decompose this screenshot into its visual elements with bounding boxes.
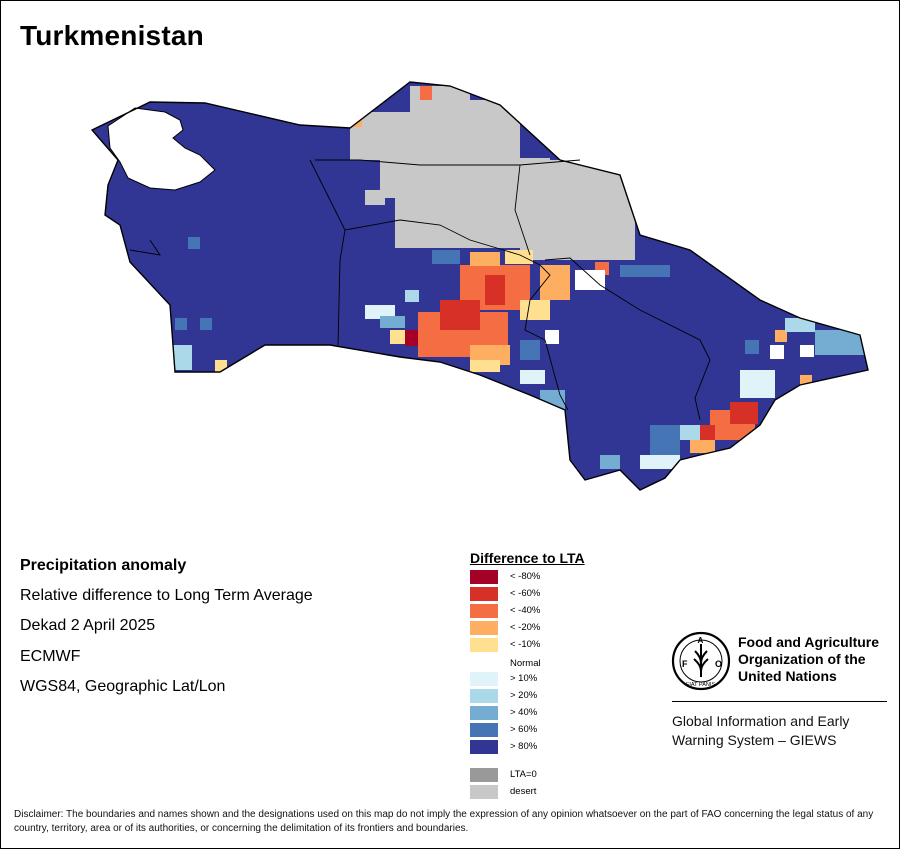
legend-label: > 10% [510,673,538,684]
legend-item: > 80% [470,740,610,754]
legend-label: < -40% [510,605,541,616]
legend-swatch [470,706,498,720]
legend-label: < -10% [510,639,541,650]
legend-swatch [470,570,498,584]
legend-swatch [470,723,498,737]
disclaimer: Disclaimer: The boundaries and names sho… [14,809,874,834]
legend-swatch [470,768,498,782]
legend-item: > 40% [470,706,610,720]
fao-name: Food and Agriculture Organization of the… [738,634,879,685]
fao-name-line-1: Food and Agriculture [738,634,880,650]
legend-item: desert [470,785,610,799]
legend-item: < -80% [470,570,610,584]
fao-name-line-2: Organization of the [738,651,866,667]
legend-swatch [470,604,498,618]
giews-name: Global Information and Early Warning Sys… [672,712,849,750]
dry-anomaly-cells [215,86,812,453]
boundaries [90,81,869,491]
legend-label: > 20% [510,690,538,701]
legend-item: > 20% [470,689,610,703]
legend-normal-label: Normal [510,658,541,669]
logo-motto: FIAT PANIS [686,682,715,688]
legend-label: > 80% [510,741,538,752]
giews-line-1: Global Information and Early [672,713,850,729]
info-line-3: ECMWF [20,648,81,665]
logo-letter-f: F [682,659,688,669]
fao-name-line-3: United Nations [738,668,837,684]
info-line-4: WGS84, Geographic Lat/Lon [20,678,226,695]
fao-divider [672,701,887,702]
legend-swatch [470,587,498,601]
legend-item: > 10% [470,672,610,686]
legend-item: LTA=0 [470,768,610,782]
legend-title: Difference to LTA [470,550,585,566]
fao-logo: F O A FIAT PANIS [671,631,731,691]
legend-swatch [470,785,498,799]
legend-label: desert [510,786,537,797]
legend-item: < -40% [470,604,610,618]
legend-label: < -80% [510,571,541,582]
legend-label: < -20% [510,622,541,633]
info-heading: Precipitation anomaly [20,557,187,574]
legend-item: < -10% [470,638,610,652]
map-title: Turkmenistan [20,20,204,51]
legend-label: LTA=0 [510,769,537,780]
anomaly-grid [92,82,868,490]
legend-label: > 40% [510,707,538,718]
legend-item: < -60% [470,587,610,601]
giews-line-2: Warning System – GIEWS [672,732,837,748]
legend-swatch [470,672,498,686]
legend-swatch [470,740,498,754]
logo-letter-o: O [715,659,722,669]
info-line-2: Dekad 2 April 2025 [20,617,156,634]
legend-swatch [470,621,498,635]
legend-item: > 60% [470,723,610,737]
precipitation-map [90,81,869,491]
info-line-1: Relative difference to Long Term Average [20,587,313,604]
desert-cells [350,86,635,260]
legend-item: < -20% [470,621,610,635]
legend-swatch [470,638,498,652]
legend-label: > 60% [510,724,538,735]
logo-letter-a: A [698,636,704,645]
legend-label: < -60% [510,588,541,599]
legend-swatch [470,689,498,703]
